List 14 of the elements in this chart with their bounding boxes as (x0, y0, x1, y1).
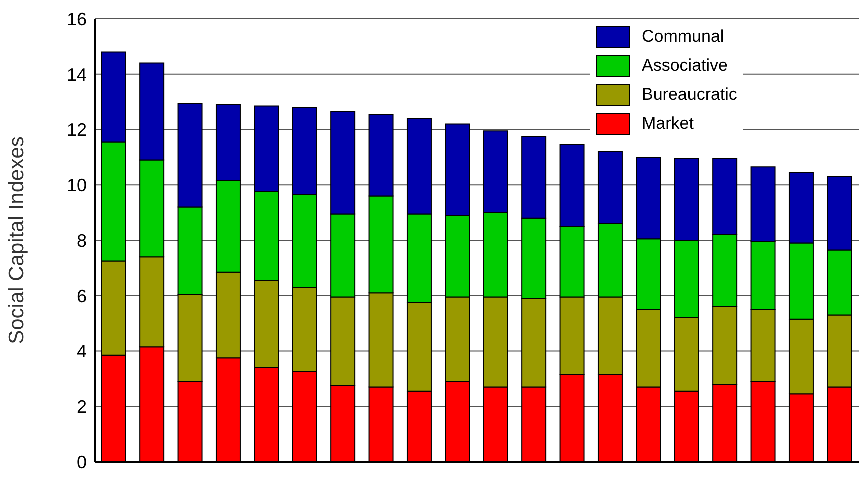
y-tick-label: 4 (76, 342, 87, 362)
y-tick-label: 12 (66, 120, 87, 140)
y-tick-label: 16 (66, 9, 87, 30)
legend-label: Associative (642, 56, 728, 76)
legend-label: Market (642, 114, 694, 134)
y-tick-label: 6 (76, 286, 87, 306)
y-tick-label: 14 (66, 64, 87, 85)
y-tick-label: 0 (76, 452, 87, 472)
y-tick-label: 2 (76, 397, 87, 418)
legend-label: Communal (642, 26, 724, 46)
y-tick-label: 10 (66, 176, 87, 196)
y-tick-label: 8 (76, 230, 87, 251)
legend-label: Bureaucratic (642, 84, 738, 104)
y-axis-title: Social Capital Indexes (5, 136, 28, 344)
